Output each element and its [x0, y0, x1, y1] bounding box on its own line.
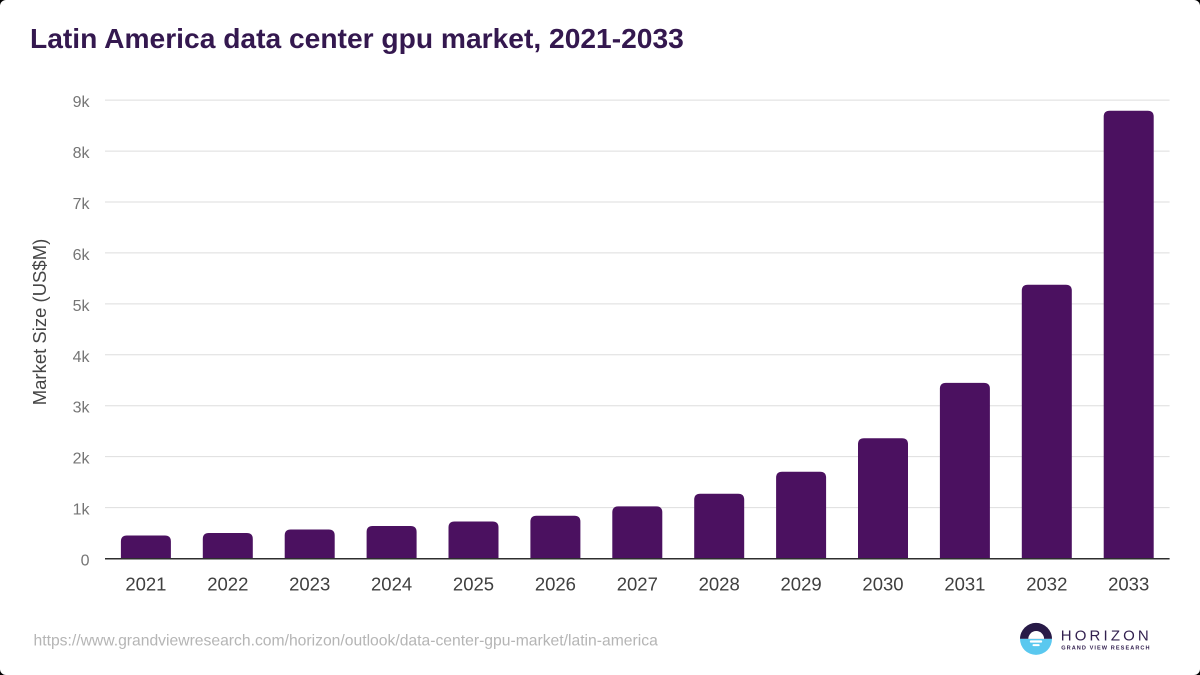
svg-text:2031: 2031: [944, 574, 985, 595]
svg-text:1k: 1k: [73, 502, 91, 519]
svg-text:3k: 3k: [73, 400, 91, 417]
svg-text:Market Size (US$M): Market Size (US$M): [29, 239, 50, 406]
svg-text:2033: 2033: [1108, 574, 1149, 595]
svg-text:2028: 2028: [699, 574, 740, 595]
svg-text:7k: 7k: [73, 196, 91, 213]
svg-text:2027: 2027: [617, 574, 658, 595]
svg-text:5k: 5k: [73, 298, 91, 315]
svg-text:Latin America data center gpu: Latin America data center gpu market, 20…: [30, 22, 684, 54]
svg-text:2029: 2029: [781, 574, 822, 595]
svg-text:2024: 2024: [371, 574, 412, 595]
svg-text:2025: 2025: [453, 574, 494, 595]
svg-text:2032: 2032: [1026, 574, 1067, 595]
svg-text:2023: 2023: [289, 574, 330, 595]
svg-text:2k: 2k: [73, 451, 91, 468]
svg-text:8k: 8k: [73, 145, 91, 162]
svg-text:9k: 9k: [73, 94, 91, 111]
svg-text:HORIZON: HORIZON: [1061, 627, 1152, 644]
svg-text:2026: 2026: [535, 574, 576, 595]
svg-text:0: 0: [81, 553, 90, 570]
svg-text:2021: 2021: [125, 574, 166, 595]
svg-text:https://www.grandviewresearch.: https://www.grandviewresearch.com/horizo…: [34, 632, 659, 649]
svg-text:2030: 2030: [862, 574, 903, 595]
svg-text:2022: 2022: [207, 574, 248, 595]
svg-text:4k: 4k: [73, 349, 91, 366]
svg-text:6k: 6k: [73, 247, 91, 264]
svg-text:GRAND VIEW RESEARCH: GRAND VIEW RESEARCH: [1061, 646, 1150, 652]
